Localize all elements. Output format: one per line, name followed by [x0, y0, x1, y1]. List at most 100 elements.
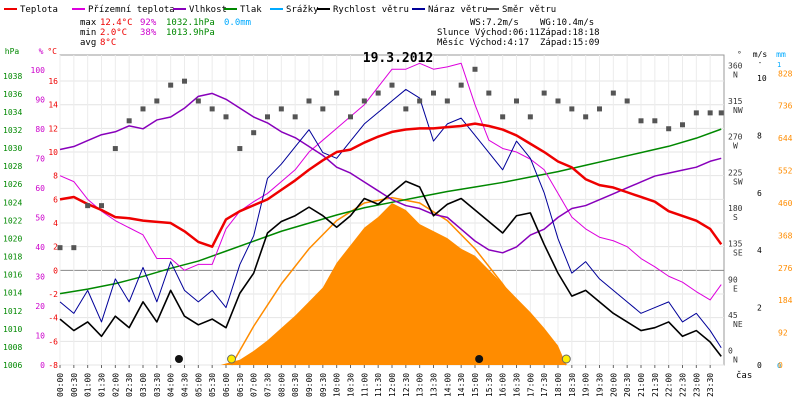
humidity-tick-label: 10 — [35, 331, 45, 340]
temperature-tick-label: 10 — [48, 148, 58, 157]
wind-direction-point — [472, 66, 478, 72]
stats-temperature: 12.4°C — [100, 18, 133, 28]
x-tick-label: 20:00 — [609, 373, 618, 397]
x-tick-label: 15:30 — [485, 373, 494, 397]
wind-direction-tick-label: 180 — [728, 204, 743, 213]
pressure-tick-label: 1024 — [3, 198, 22, 207]
humidity-tick-label: 30 — [35, 272, 45, 281]
radiation-tick-label: 460 — [778, 199, 793, 208]
wind-direction-tick-label: 270 — [728, 133, 743, 142]
wind-direction-point — [693, 110, 699, 116]
temperature-tick-label: 4 — [53, 219, 58, 228]
x-tick-label: 21:00 — [637, 373, 646, 397]
stats-temperature: 2.0°C — [100, 28, 127, 38]
wind-direction-point — [182, 78, 187, 84]
wind-direction-compass-label: E — [733, 284, 738, 293]
x-tick-label: 17:30 — [540, 373, 549, 397]
pressure-tick-label: 1038 — [3, 72, 22, 81]
radiation-tick-label: 736 — [778, 102, 793, 111]
radiation-tick-label: 184 — [778, 296, 793, 305]
x-tick-label: 14:00 — [443, 373, 452, 397]
x-tick-label: 07:00 — [250, 373, 259, 397]
wind-direction-point — [57, 245, 63, 251]
wind-direction-point — [417, 98, 423, 104]
sun-moon-markers — [174, 354, 571, 364]
pressure-tick-label: 1022 — [3, 216, 22, 225]
x-tick-label: 15:00 — [471, 373, 480, 397]
x-tick-label: 06:30 — [236, 373, 245, 397]
stats-temperature: 8°C — [100, 38, 116, 48]
temperature-tick-label: 0 — [53, 266, 58, 275]
x-tick-label: 00:00 — [56, 373, 65, 397]
pressure-tick-label: 1030 — [3, 144, 22, 153]
x-tick-label: 16:30 — [513, 373, 522, 397]
wind-direction-point — [680, 122, 685, 128]
pressure-tick-label: 1032 — [3, 126, 22, 135]
pressure-tick-label: 1006 — [3, 361, 22, 370]
theoretical-radiation-line — [230, 196, 567, 366]
wind-direction-tick-label: 45 — [728, 311, 738, 320]
x-tick-label: 09:30 — [319, 373, 328, 397]
temperature-tick-label: 2 — [53, 243, 58, 252]
x-tick-label: 13:00 — [416, 373, 425, 397]
pressure-tick-label: 1036 — [3, 90, 22, 99]
x-tick-label: 20:30 — [623, 373, 632, 397]
wind-direction-point — [652, 118, 658, 124]
legend-label: Náraz větru — [428, 5, 488, 15]
wind-speed-line — [59, 180, 722, 357]
sun-marker — [227, 354, 237, 364]
x-tick-label: 01:00 — [84, 373, 93, 397]
wind-direction-point — [195, 98, 201, 104]
legend-label: Teplota — [20, 5, 58, 15]
legend-label: Vlhkost — [189, 5, 227, 15]
temperature-unit-label: °C — [47, 47, 57, 56]
radiation-tick-label: 828 — [778, 69, 793, 78]
x-tick-label: 18:00 — [554, 373, 563, 397]
x-tick-label: 00:30 — [70, 373, 79, 397]
wind-speed-unit-label: m/s — [753, 50, 768, 59]
humidity-unit-label: % — [39, 47, 44, 56]
radiation-area — [60, 196, 722, 366]
x-tick-label: 04:30 — [181, 373, 190, 397]
wind-direction-point — [610, 90, 616, 96]
wind-direction-point — [154, 98, 160, 104]
x-tick-label: 07:30 — [264, 373, 273, 397]
wind-direction-tick-label: 90 — [728, 275, 738, 284]
wind-direction-point — [223, 114, 229, 120]
wind-direction-point — [444, 98, 450, 104]
wind-direction-compass-label: N — [733, 356, 738, 365]
radiation-tick-label: 368 — [778, 231, 793, 240]
wind-direction-unit-label: ° — [737, 50, 742, 59]
stats-moonset: Západ:15:09 — [540, 38, 600, 48]
x-tick-label: 12:00 — [388, 373, 397, 397]
stats-row-label: avg — [80, 38, 96, 48]
radiation-tick-label: 276 — [778, 264, 793, 273]
wind-direction-point — [265, 114, 270, 120]
pressure-unit-label: hPa — [5, 47, 20, 56]
rain-tick-label: 1 — [777, 61, 781, 69]
wind-direction-point — [209, 106, 215, 112]
wind-direction-point — [112, 146, 118, 152]
x-tick-label: 09:00 — [305, 373, 314, 397]
wind-direction-point — [85, 203, 91, 209]
humidity-tick-label: 40 — [35, 243, 45, 252]
x-tick-label: 05:00 — [194, 373, 203, 397]
x-tick-label: 02:00 — [111, 373, 120, 397]
legend-label: Přízemní teplota — [88, 5, 175, 15]
x-tick-label: 10:00 — [333, 373, 342, 397]
wind-direction-compass-label: S — [733, 213, 738, 222]
pressure-tick-label: 1016 — [3, 271, 22, 280]
wind-direction-point — [334, 90, 340, 96]
radiation-tick-label: 92 — [778, 329, 788, 338]
stats-humidity: 92% — [140, 18, 157, 28]
x-tick-label: 23:00 — [692, 373, 701, 397]
pressure-line — [59, 128, 722, 295]
pressure-tick-label: 1026 — [3, 180, 22, 189]
humidity-tick-label: 70 — [35, 154, 45, 163]
wind-speed-tick-label: 0 — [757, 361, 762, 370]
radiation-tick-label: 552 — [778, 167, 793, 176]
stats-row-label: max — [80, 18, 97, 28]
x-tick-label: 11:30 — [374, 373, 383, 397]
temperature-line — [59, 122, 723, 248]
rain-tick-label: 0 — [777, 362, 781, 370]
